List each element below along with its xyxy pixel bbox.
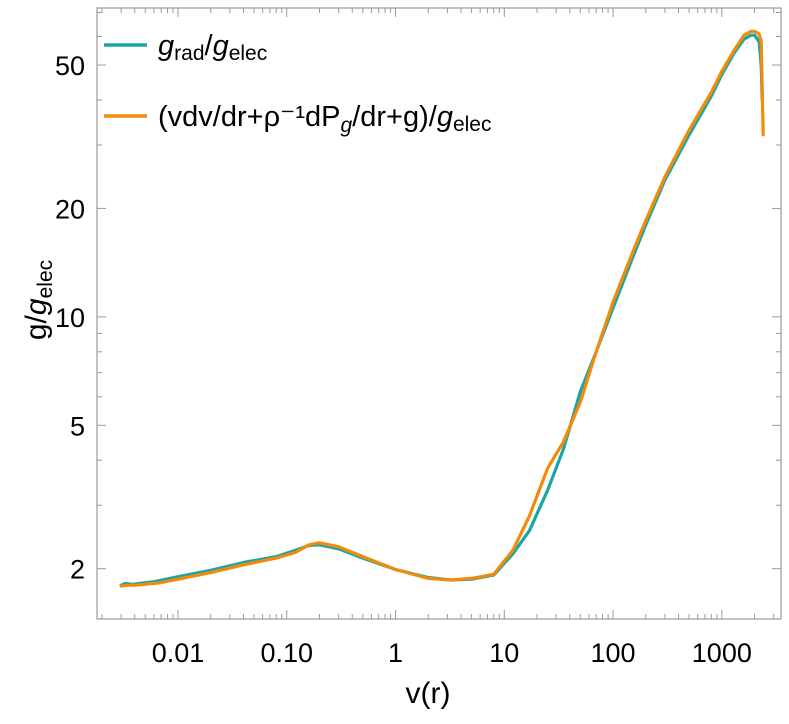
- tick-labels: 0.01 0.10 1 10 100 1000 2 5 10 20 50: [55, 51, 752, 668]
- y-tick-label: 20: [55, 194, 85, 224]
- x-axis-label: v(r): [406, 677, 451, 710]
- y-tick-label: 5: [70, 411, 85, 441]
- y-axis-label: g/gelec: [20, 260, 57, 340]
- x-tick-label: 1000: [692, 638, 752, 668]
- x-tick-label: 1: [388, 638, 403, 668]
- ticks: [97, 8, 781, 619]
- series-lines: [119, 29, 765, 588]
- legend: grad/gelec (vdv/dr+ρ⁻¹dPg/dr+g)/gelec: [104, 30, 491, 137]
- legend-label-total: (vdv/dr+ρ⁻¹dPg/dr+g)/gelec: [158, 101, 491, 137]
- y-tick-label: 50: [55, 51, 85, 81]
- y-tick-label: 10: [55, 303, 85, 333]
- x-tick-label: 100: [591, 638, 636, 668]
- plot-frame: [96, 7, 782, 620]
- legend-label-grad: grad/gelec: [158, 30, 267, 65]
- x-tick-label: 0.01: [152, 638, 205, 668]
- x-tick-label: 0.10: [260, 638, 313, 668]
- y-tick-label: 2: [70, 555, 85, 585]
- series-line-1: [119, 29, 765, 588]
- x-tick-label: 10: [489, 638, 519, 668]
